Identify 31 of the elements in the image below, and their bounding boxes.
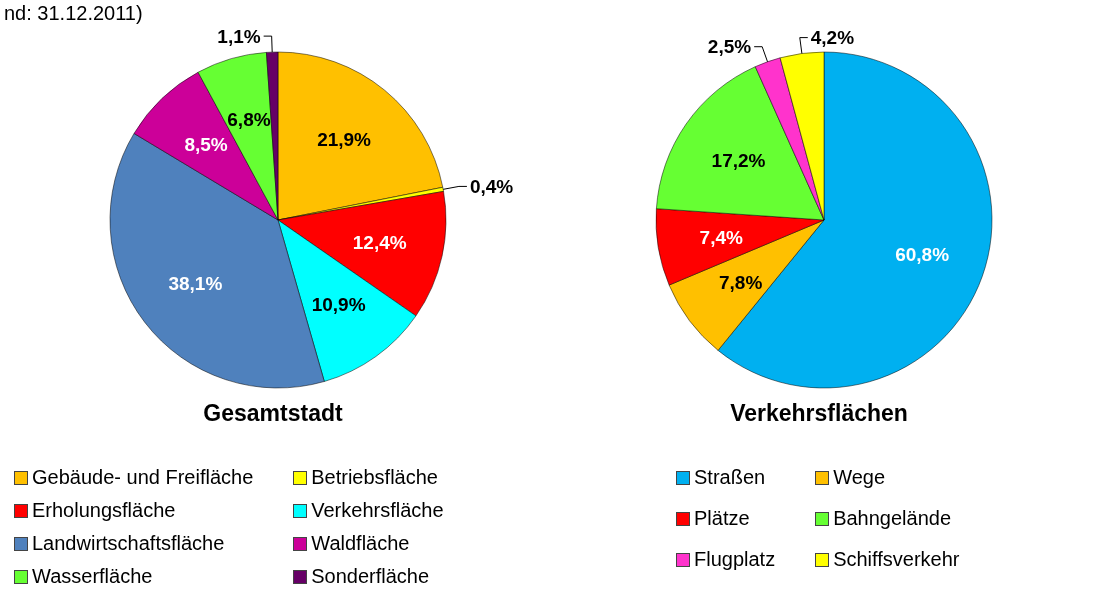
legend-label: Flugplatz bbox=[694, 548, 776, 571]
data-label: 60,8% bbox=[895, 244, 950, 266]
data-label: 7,4% bbox=[699, 226, 744, 248]
legend-label: Verkehrsfläche bbox=[311, 499, 444, 522]
data-label: 21,9% bbox=[317, 128, 372, 150]
legend-label: Plätze bbox=[694, 507, 750, 530]
data-label: 4,2% bbox=[810, 27, 855, 49]
data-label: 17,2% bbox=[711, 149, 766, 171]
data-label: 2,5% bbox=[707, 36, 752, 58]
legend-label: Gebäude- und Freifläche bbox=[32, 466, 254, 489]
data-label: 38,1% bbox=[168, 272, 223, 294]
text: Verkehrsflächen bbox=[729, 400, 909, 427]
text: nd: 31.12.2011) bbox=[4, 2, 143, 25]
data-label: 1,1% bbox=[217, 25, 261, 47]
data-label: 6,8% bbox=[227, 109, 271, 131]
legend-label: Waldfläche bbox=[311, 532, 410, 555]
legend-label: Landwirtschaftsfläche bbox=[32, 532, 225, 555]
data-label: 12,4% bbox=[352, 232, 407, 254]
text: Gesamtstadt bbox=[202, 400, 344, 427]
legend-label: Bahngelände bbox=[833, 507, 952, 530]
data-label: 7,8% bbox=[718, 271, 763, 293]
legend-label: Betriebsfläche bbox=[311, 466, 438, 489]
data-label: 10,9% bbox=[311, 294, 366, 316]
legend-label: Erholungsfläche bbox=[32, 499, 176, 522]
legend-label: Wege bbox=[833, 466, 886, 489]
legend-label: Straßen bbox=[694, 466, 766, 489]
legend-label: Sonderfläche bbox=[311, 565, 430, 588]
legend-label: Schiffsverkehr bbox=[833, 548, 960, 571]
legend-label: Wasserfläche bbox=[32, 565, 153, 588]
data-label: 0,4% bbox=[469, 175, 514, 197]
data-label: 8,5% bbox=[184, 134, 228, 156]
